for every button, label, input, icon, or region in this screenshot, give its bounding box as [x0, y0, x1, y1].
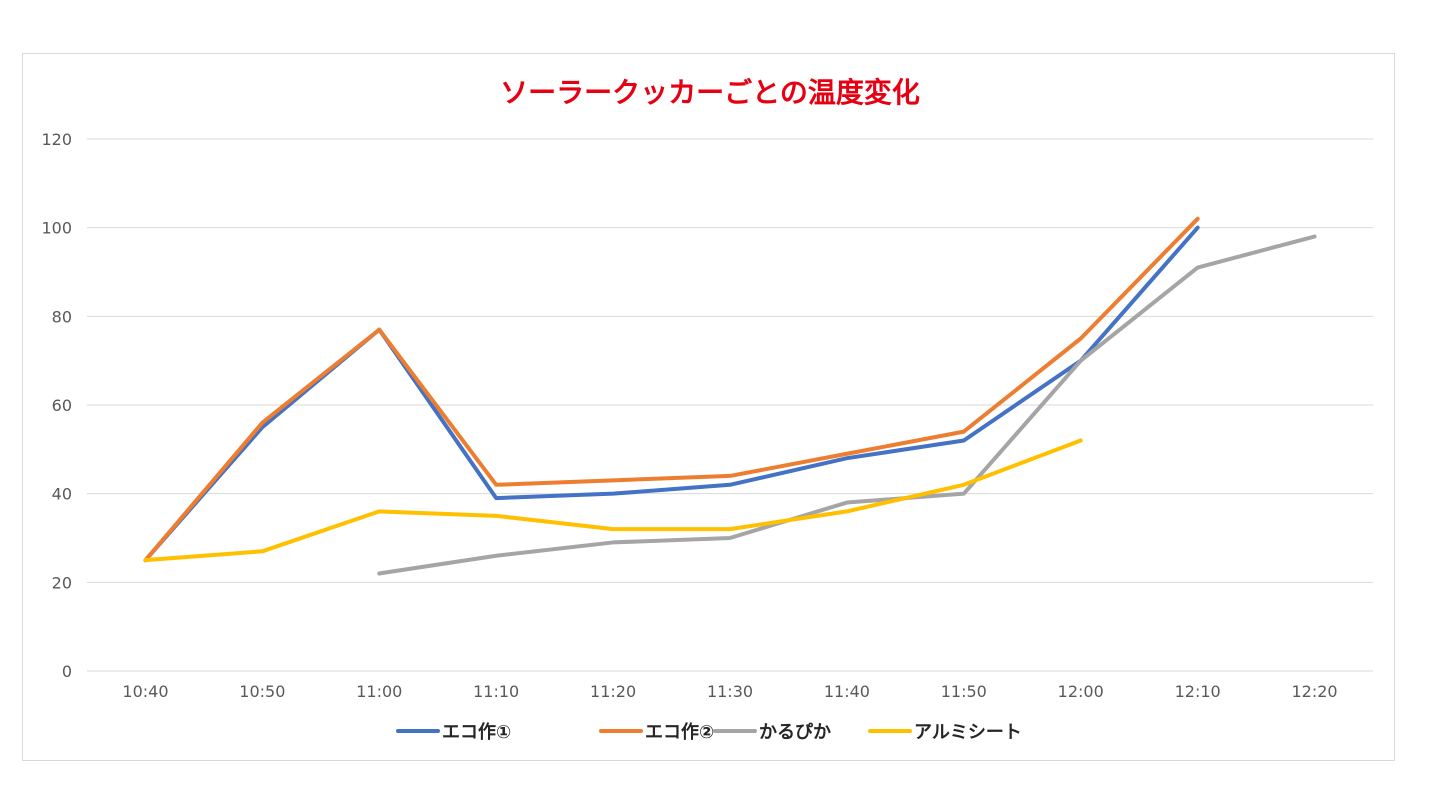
- y-axis-ticks: 0 20 40 60 80 100 120: [41, 130, 72, 681]
- legend-label: かるぴか: [759, 722, 831, 743]
- legend-item: エコ作②: [599, 721, 714, 743]
- series-line-1: [143, 225, 1200, 563]
- series-line-4: [143, 438, 1083, 563]
- x-tick-label: 11:40: [824, 682, 870, 701]
- x-tick-label: 11:30: [707, 682, 753, 701]
- legend: エコ作① エコ作② かるぴか アルミシート: [396, 721, 1022, 743]
- y-tick-label: 80: [52, 307, 72, 326]
- y-tick-label: 120: [41, 130, 72, 149]
- x-tick-label: 11:10: [473, 682, 519, 701]
- chart-frame: [22, 53, 1395, 761]
- series-lines: [143, 216, 1317, 576]
- gridlines: [87, 138, 1373, 672]
- x-tick-label: 11:50: [941, 682, 987, 701]
- x-tick-label: 11:20: [590, 682, 636, 701]
- series-line-3: [377, 234, 1317, 576]
- x-tick-label: 12:20: [1291, 682, 1337, 701]
- legend-label: アルミシート: [914, 722, 1022, 743]
- legend-item: アルミシート: [868, 722, 1022, 743]
- y-tick-label: 20: [52, 573, 72, 592]
- x-tick-label: 12:00: [1058, 682, 1104, 701]
- legend-item: かるぴか: [713, 722, 831, 743]
- chart-title: ソーラークッカーごとの温度変化: [500, 76, 920, 109]
- series-line-2: [143, 216, 1200, 563]
- x-axis-ticks: 10:40 10:50 11:00 11:10 11:20 11:30 11:40 11:50…: [122, 682, 1337, 701]
- y-tick-label: 100: [41, 219, 72, 238]
- legend-label: エコ作①: [442, 721, 511, 743]
- legend-label: エコ作②: [645, 721, 714, 743]
- x-tick-label: 11:00: [356, 682, 402, 701]
- y-tick-label: 60: [52, 396, 72, 415]
- x-tick-label: 12:10: [1175, 682, 1221, 701]
- y-tick-label: 0: [62, 662, 72, 681]
- x-tick-label: 10:50: [239, 682, 285, 701]
- y-tick-label: 40: [52, 485, 72, 504]
- x-tick-label: 10:40: [122, 682, 168, 701]
- legend-item: エコ作①: [396, 721, 511, 743]
